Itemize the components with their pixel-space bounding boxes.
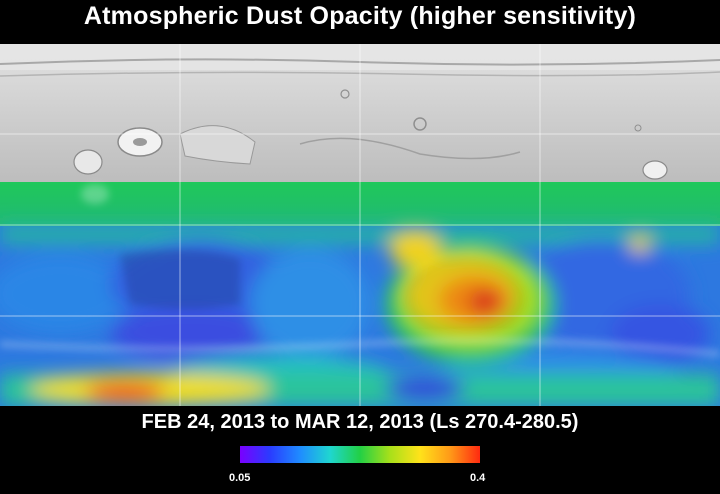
colorbar-min-label: 0.05 [229, 472, 251, 484]
page-title: Atmospheric Dust Opacity (higher sensiti… [83, 2, 637, 30]
mars-dust-map [0, 44, 720, 406]
colorbar-max-label: 0.4 [470, 472, 486, 484]
colorbar [240, 446, 480, 463]
date-range-label: FEB 24, 2013 to MAR 12, 2013 (Ls 270.4-2… [141, 411, 579, 433]
graticule [0, 44, 720, 406]
